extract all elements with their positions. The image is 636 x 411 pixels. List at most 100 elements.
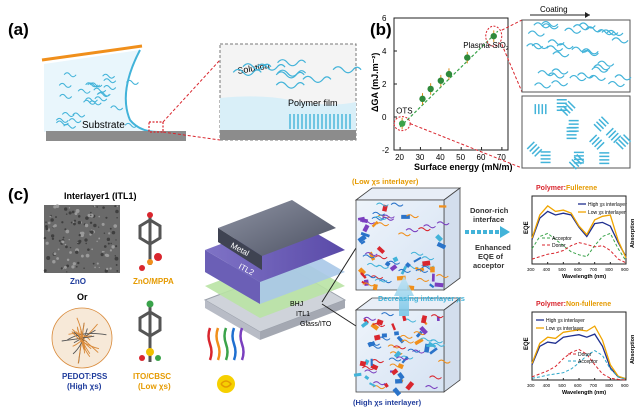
grain (115, 239, 117, 241)
grain (96, 206, 98, 208)
domain-chain (416, 277, 430, 282)
loose-chain (614, 74, 632, 81)
substrate-bar (46, 131, 186, 141)
eqe-series-line (531, 210, 627, 258)
grain (107, 242, 110, 245)
grain (84, 238, 88, 242)
grain (77, 220, 82, 225)
domain-block (391, 323, 397, 331)
polymer-chain (94, 96, 108, 102)
grain (50, 214, 52, 217)
domain-block (415, 330, 423, 338)
loose-chain (546, 45, 564, 52)
grain (74, 212, 78, 215)
domain-block (404, 262, 411, 269)
eqe-x-tick-label: 600 (574, 383, 582, 388)
eqe-chart-nonfullerene: Polymer:Non-fullerene 300 400 500 600 700 800 9… (524, 301, 636, 396)
crystallite-strand (526, 141, 535, 150)
domain-chain (370, 275, 384, 280)
cube-low (354, 187, 462, 291)
domain-chain (406, 214, 419, 219)
eqe-series-line (531, 205, 627, 259)
domain-block (393, 350, 402, 359)
grain (98, 266, 100, 269)
sun-icon (217, 375, 235, 393)
loose-chain (585, 26, 603, 33)
y-axis-label: ΔGA (mJ.m⁻²) (370, 53, 380, 112)
solution-chain (256, 63, 286, 71)
domain-block (370, 358, 373, 366)
grain (44, 224, 48, 228)
solution-chain (232, 68, 262, 76)
domain-chain (430, 339, 443, 344)
domain-chain (387, 260, 401, 265)
polymer-chain (61, 112, 75, 117)
grain (64, 207, 68, 211)
plasma-label: Plasma-SiO2 (463, 41, 509, 52)
grain (110, 242, 112, 245)
crystallite-strand (618, 139, 627, 148)
domain-block (357, 267, 367, 276)
domain-chain (390, 202, 404, 207)
domain-chain (393, 345, 406, 350)
crystallite-strand (576, 154, 585, 163)
domain-block (373, 334, 381, 341)
domain-block (397, 372, 405, 380)
grain (116, 216, 118, 219)
grain (55, 216, 57, 219)
domain-block (392, 387, 402, 397)
pedot-chain (80, 328, 86, 354)
loose-chain (547, 72, 565, 79)
domain-block (422, 260, 431, 267)
polymer-chain (103, 78, 117, 84)
eqe-x-tick-label: 300 (527, 383, 535, 388)
loose-chain (597, 60, 615, 67)
crystallite-strand (593, 123, 602, 132)
meniscus-edge (124, 49, 159, 133)
grain (52, 260, 56, 264)
grain (75, 265, 78, 268)
absorption-label: Absorption (630, 218, 636, 248)
eqe-title: Polymer:Fullerene (536, 185, 597, 192)
loose-chain (531, 42, 549, 50)
polymer-chain (68, 118, 82, 124)
domain-block (431, 273, 435, 282)
domain-block (364, 375, 370, 381)
ots-label: OTS (396, 107, 412, 116)
domain-block (429, 347, 438, 355)
grain (93, 223, 97, 228)
eqe-x-tick-label: 500 (558, 383, 566, 388)
domain-block (420, 315, 428, 324)
solution-chain (275, 71, 305, 79)
domain-chain (398, 268, 411, 273)
grain (50, 234, 55, 238)
zoom-box (148, 121, 164, 133)
itl2-side (205, 250, 260, 304)
grain (65, 245, 68, 249)
domain-chain (376, 264, 389, 269)
low-interlayer-label: (Low χs interlayer) (352, 177, 419, 186)
donor-rich-2: interface (473, 215, 504, 224)
polymer-chain (58, 82, 72, 88)
domain-block (360, 240, 366, 245)
grain (43, 236, 47, 240)
domain-block (376, 246, 386, 254)
domain-chain (388, 357, 402, 362)
loose-chain (551, 68, 569, 75)
grain (115, 264, 118, 266)
grain (101, 222, 105, 226)
domain-chain (417, 227, 431, 232)
sem-texture (43, 204, 119, 273)
crystallite-strand (565, 103, 574, 112)
eqe-x-tick-label: 300 (527, 267, 535, 272)
grain (68, 207, 71, 209)
x-tick-label: 20 (395, 153, 404, 162)
eqe-x-tick-label: 400 (543, 383, 551, 388)
inset-polymer-film-label: Polymer film (288, 98, 338, 108)
grain (79, 231, 83, 235)
eqe-x-tick-label: 700 (590, 267, 598, 272)
device-stack: Metal ITL2 BHJ ITL1 Glass/ITO (203, 200, 357, 393)
loose-chain (591, 66, 609, 73)
domain-block (368, 251, 376, 261)
